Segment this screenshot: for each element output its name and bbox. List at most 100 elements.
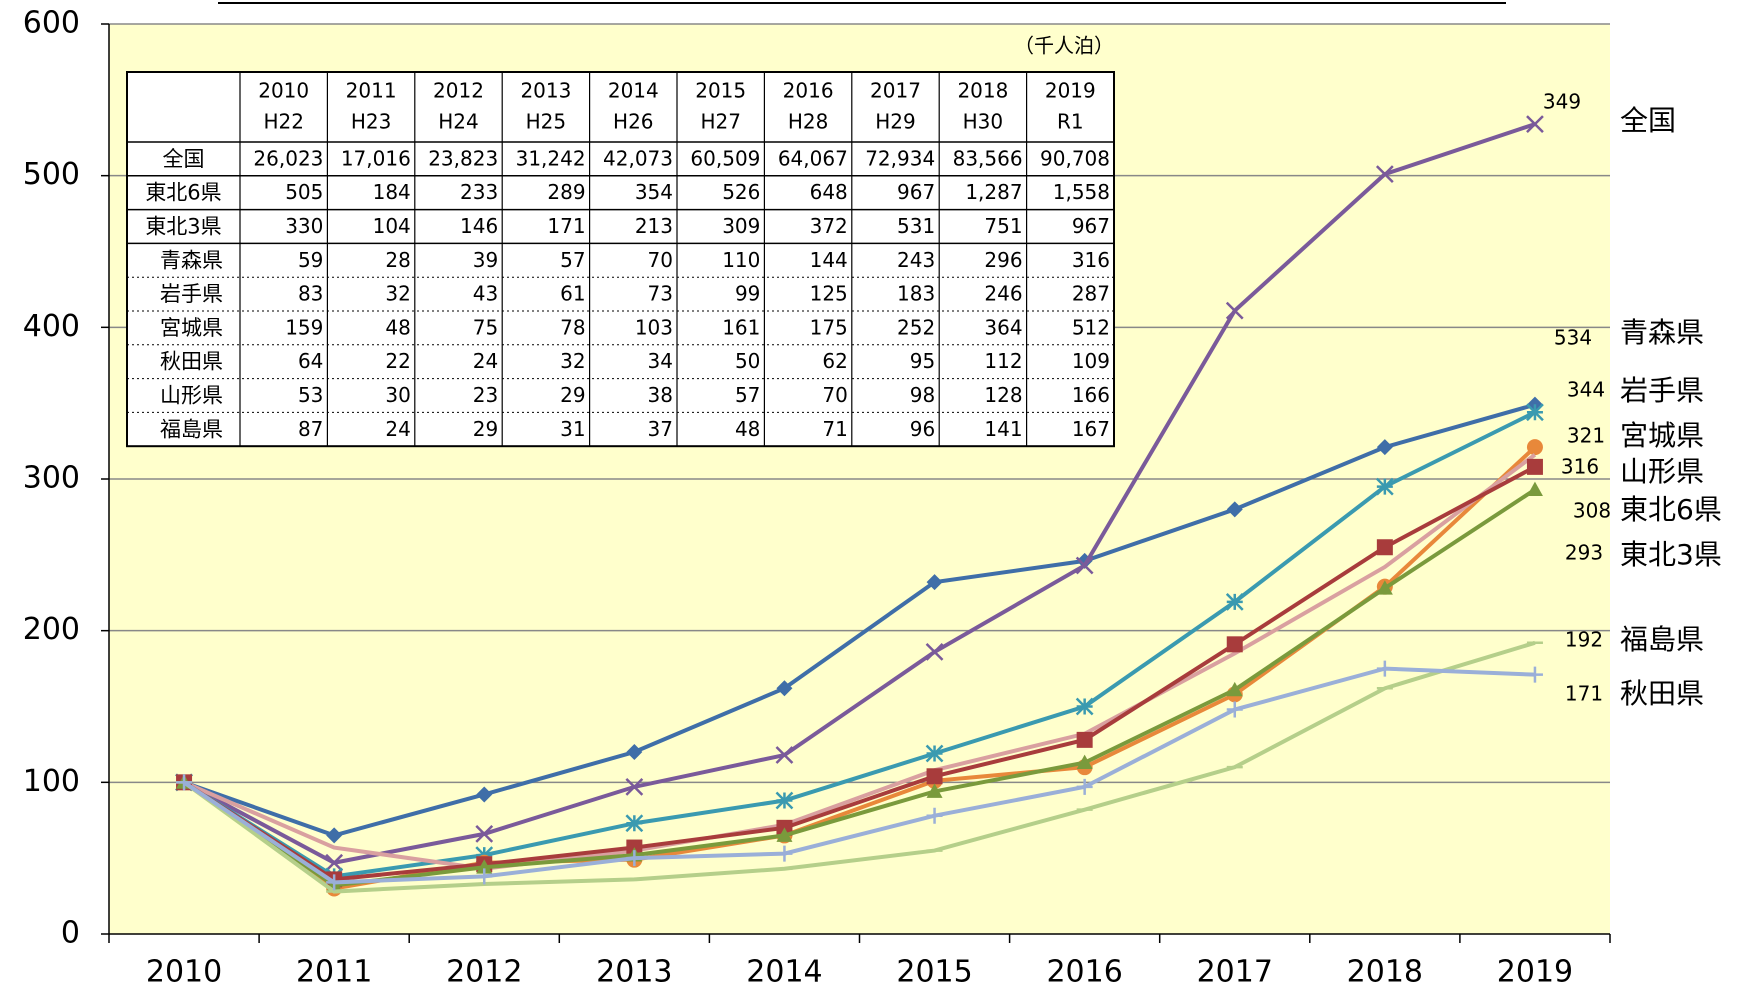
- table-cell: 233: [460, 180, 498, 204]
- table-cell: 32: [560, 349, 585, 373]
- table-cell: 296: [984, 248, 1022, 272]
- marker: [476, 859, 493, 874]
- table-cell: 243: [897, 248, 935, 272]
- marker: [1075, 697, 1094, 716]
- table-cell: 289: [547, 180, 585, 204]
- table-cell: 24: [385, 417, 410, 441]
- table-cell: 34: [648, 349, 673, 373]
- table-header: 2013: [520, 79, 571, 103]
- series-line: [183, 122, 1536, 865]
- table-cell: 967: [1072, 214, 1110, 238]
- table-cell: 252: [897, 315, 935, 339]
- table-cell: 184: [373, 180, 411, 204]
- marker: [1225, 301, 1244, 320]
- series-line: [183, 453, 1537, 871]
- data-label: 534: [1554, 326, 1592, 350]
- table-cell: 505: [285, 180, 323, 204]
- marker: [626, 744, 643, 760]
- table-cell: 95: [910, 349, 935, 373]
- series-line: [182, 666, 1536, 885]
- table-cell: 43: [473, 282, 498, 306]
- marker: [1226, 701, 1243, 718]
- table-header: H22: [263, 110, 304, 134]
- marker: [1226, 501, 1243, 518]
- table-cell: 50: [735, 349, 760, 373]
- marker: [1375, 477, 1394, 496]
- table-cell: 526: [722, 180, 760, 204]
- series-label: 秋田県: [1620, 677, 1704, 710]
- table-header: 2019: [1045, 79, 1096, 103]
- table-cell: 83: [298, 282, 323, 306]
- table-header: 2018: [957, 79, 1008, 103]
- table: [126, 71, 1115, 448]
- data-label: 316: [1561, 455, 1599, 479]
- table-header: R1: [1057, 110, 1084, 134]
- x-tick-label: 2016: [1046, 955, 1122, 989]
- table-cell: 17,016: [341, 146, 411, 170]
- y-tick-label: 100: [23, 764, 80, 799]
- table-cell: 28: [385, 248, 410, 272]
- data-label: 192: [1565, 628, 1603, 652]
- table-header: H24: [438, 110, 479, 134]
- x-tick-label: 2019: [1497, 955, 1573, 989]
- table-row-label: 宮城県: [160, 316, 223, 340]
- table-cell: 53: [298, 383, 323, 407]
- table-header: 2011: [346, 79, 397, 103]
- marker: [926, 574, 943, 591]
- table-cell: 146: [460, 214, 498, 238]
- table-cell: 31,242: [516, 146, 586, 170]
- marker: [1076, 731, 1093, 748]
- table-cell: 112: [984, 349, 1022, 373]
- table-cell: 71: [822, 417, 847, 441]
- table-header: 2017: [870, 79, 921, 103]
- data-label: 344: [1567, 378, 1605, 402]
- table-cell: 213: [635, 214, 673, 238]
- marker: [776, 680, 793, 697]
- table-cell: 73: [648, 282, 673, 306]
- series-label: 青森県: [1620, 316, 1704, 349]
- table-cell: 967: [897, 180, 935, 204]
- table-cell: 83,566: [953, 146, 1023, 170]
- x-tick-label: 2017: [1197, 955, 1273, 989]
- marker: [1526, 115, 1544, 133]
- table-header: 2016: [783, 79, 834, 103]
- y-tick-label: 500: [23, 157, 80, 192]
- series-label: 宮城県: [1620, 419, 1704, 452]
- table-cell: 64,067: [778, 146, 848, 170]
- table-header: H25: [526, 110, 567, 134]
- marker: [1376, 539, 1393, 556]
- table-cell: 64: [298, 349, 323, 373]
- table-cell: 75: [473, 315, 498, 339]
- table-header: H30: [963, 110, 1004, 134]
- data-label: 293: [1565, 541, 1603, 565]
- series-label: 福島県: [1620, 623, 1704, 656]
- table-cell: 42,073: [603, 146, 673, 170]
- series-line: [182, 487, 1537, 888]
- table-cell: 246: [984, 282, 1022, 306]
- table-header: H28: [788, 110, 829, 134]
- table-cell: 98: [910, 383, 935, 407]
- marker: [325, 853, 344, 872]
- table-cell: 31: [560, 417, 585, 441]
- table-cell: 167: [1072, 417, 1110, 441]
- table-cell: 161: [722, 315, 760, 339]
- marker: [775, 791, 794, 810]
- table-cell: 48: [385, 315, 410, 339]
- data-label: 349: [1543, 90, 1581, 114]
- table-cell: 171: [547, 214, 585, 238]
- table-cell: 22: [385, 349, 410, 373]
- table-cell: 38: [648, 383, 673, 407]
- table-cell: 70: [648, 248, 673, 272]
- marker: [1526, 666, 1543, 683]
- series-label: 山形県: [1620, 455, 1704, 488]
- marker: [476, 868, 493, 885]
- series-label: 東北6県: [1620, 493, 1722, 526]
- table-cell: 23,823: [428, 146, 498, 170]
- marker: [625, 777, 644, 796]
- table-cell: 144: [810, 248, 848, 272]
- marker: [1526, 481, 1543, 497]
- table-cell: 60,509: [690, 146, 760, 170]
- table-cell: 110: [722, 248, 760, 272]
- table-cell: 364: [984, 315, 1022, 339]
- x-tick-label: 2018: [1347, 955, 1423, 989]
